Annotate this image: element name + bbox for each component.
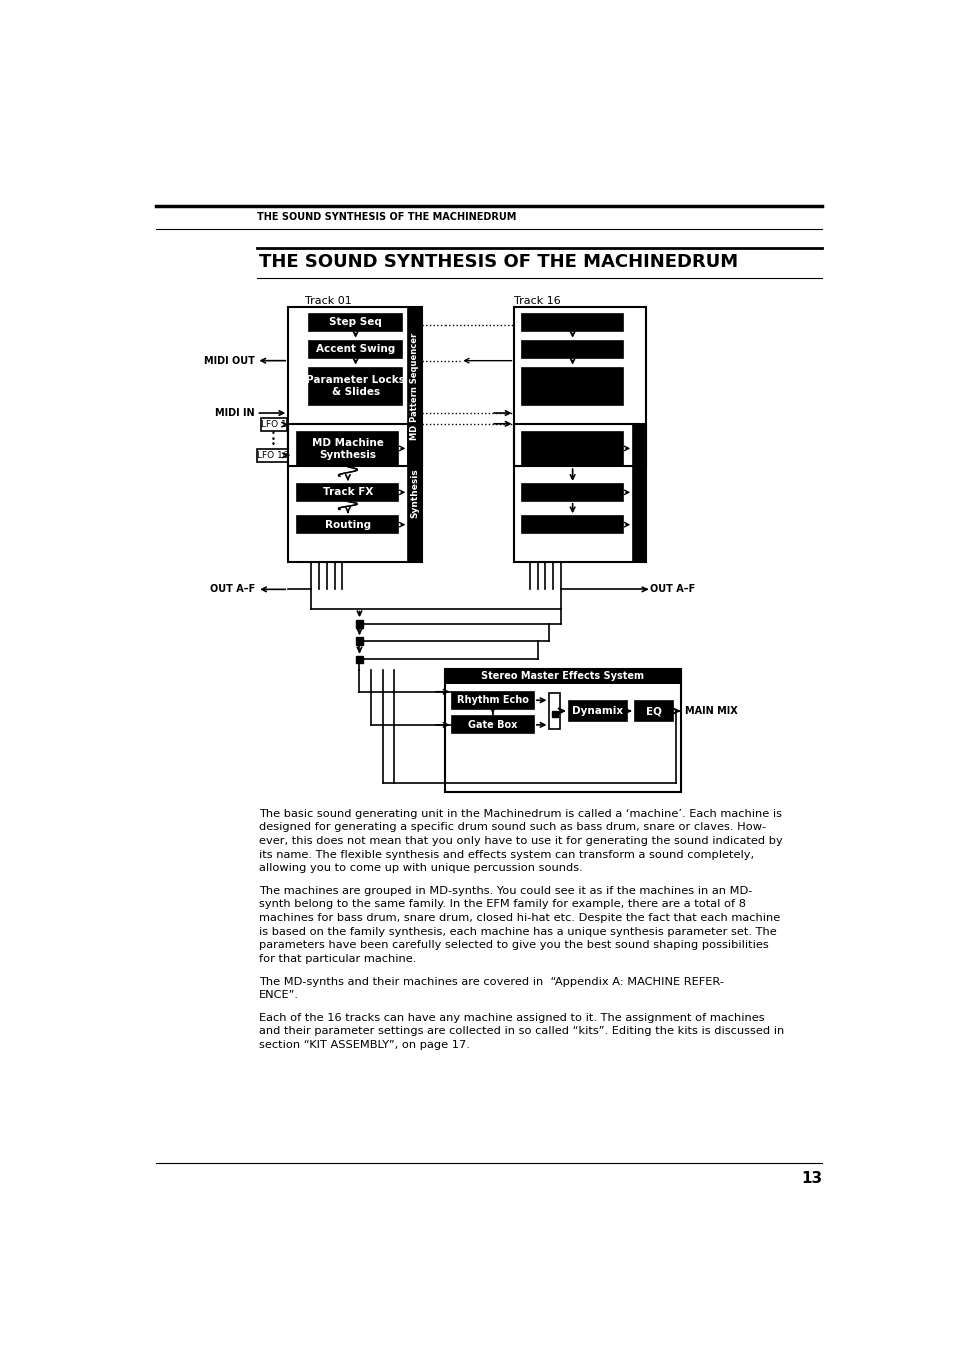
Bar [514,306,645,466]
Bar [355,620,363,628]
Bar [444,668,680,792]
Text: MD Machine
Synthesis: MD Machine Synthesis [312,437,383,459]
Text: THE SOUND SYNTHESIS OF THE MACHINEDRUM: THE SOUND SYNTHESIS OF THE MACHINEDRUM [257,212,516,223]
Bar [297,483,397,501]
Text: The machines are grouped in MD-synths. You could see it as if the machines in an: The machines are grouped in MD-synths. Y… [258,886,780,964]
Text: Dynamix: Dynamix [572,706,622,716]
Text: Parameter Locks
& Slides: Parameter Locks & Slides [306,375,405,397]
Bar [309,367,402,405]
Bar [309,340,402,358]
Bar [288,424,421,563]
Text: MAIN MIX: MAIN MIX [684,706,737,716]
Bar [521,483,622,501]
Text: The MD-synths and their machines are covered in  “Appendix A: MACHINE REFER-
ENC: The MD-synths and their machines are cov… [258,976,723,1000]
Text: •: • [271,435,275,444]
Bar [549,694,559,729]
Text: Each of the 16 tracks can have any machine assigned to it. The assignment of mac: Each of the 16 tracks can have any machi… [258,1012,783,1050]
Text: THE SOUND SYNTHESIS OF THE MACHINEDRUM: THE SOUND SYNTHESIS OF THE MACHINEDRUM [258,252,737,271]
Bar [355,656,363,663]
Text: MD Pattern Sequencer: MD Pattern Sequencer [410,333,419,440]
Text: 13: 13 [801,1170,821,1185]
Text: Synthesis: Synthesis [410,468,419,518]
Bar [452,717,534,733]
Bar [444,668,680,684]
Text: Stereo Master Effects System: Stereo Master Effects System [481,671,644,682]
Bar [257,450,288,462]
Bar [514,424,645,563]
Bar [521,340,622,358]
Bar [408,424,421,563]
Bar [297,516,397,533]
Text: •: • [271,440,275,450]
Text: The basic sound generating unit in the Machinedrum is called a ‘machine’. Each m: The basic sound generating unit in the M… [258,809,781,873]
Text: •: • [271,429,275,439]
Bar [521,367,622,405]
Text: Track FX: Track FX [322,487,373,497]
Bar [521,516,622,533]
Bar [288,306,421,466]
Text: MIDI IN: MIDI IN [215,408,254,418]
Bar [408,306,421,466]
Text: Track 16: Track 16 [514,296,560,305]
Text: OUT A–F: OUT A–F [649,585,695,594]
Bar [551,711,558,717]
Bar [297,432,397,466]
Bar [452,691,534,709]
Bar [355,637,363,645]
Bar [634,701,673,721]
Bar [521,313,622,331]
Text: Routing: Routing [324,520,371,529]
Text: LFO 16: LFO 16 [256,451,288,460]
Text: MIDI OUT: MIDI OUT [204,355,254,366]
Text: Rhythm Echo: Rhythm Echo [456,695,529,705]
Text: OUT A–F: OUT A–F [210,585,254,594]
Bar [521,432,622,466]
Text: Gate Box: Gate Box [468,720,517,730]
Text: LFO 1: LFO 1 [261,420,287,429]
Bar [309,313,402,331]
Text: EQ: EQ [645,706,661,716]
Text: Step Seq: Step Seq [329,317,381,327]
Text: Accent Swing: Accent Swing [315,344,395,354]
Bar [633,424,645,563]
Bar [261,418,287,431]
Bar [568,701,626,721]
Text: Track 01: Track 01 [305,296,352,305]
